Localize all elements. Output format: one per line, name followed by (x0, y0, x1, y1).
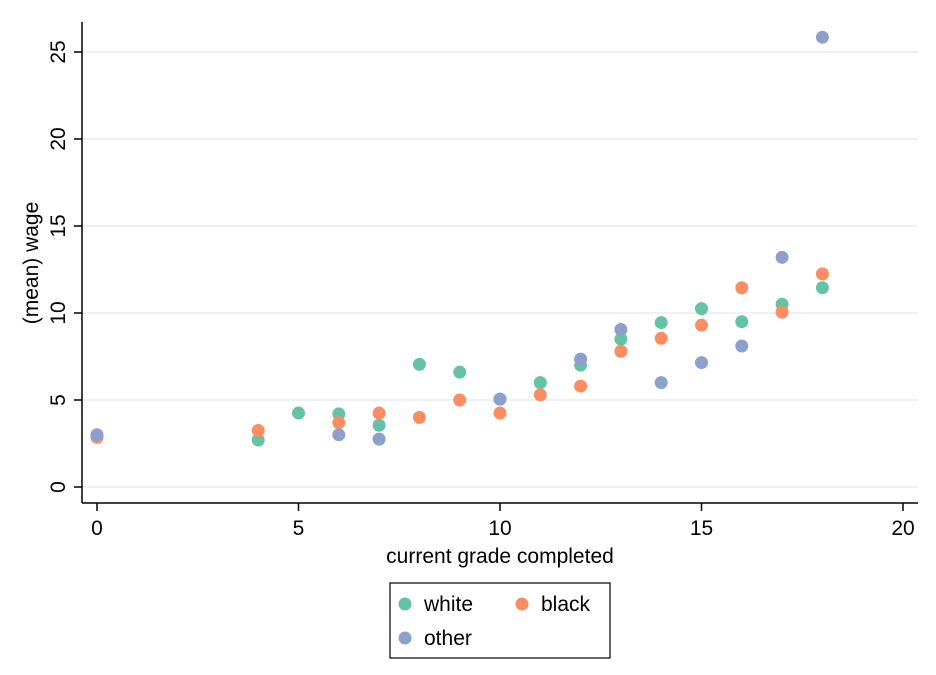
legend-box (389, 582, 611, 659)
x-tick-label: 15 (690, 517, 713, 540)
x-tick-label: 5 (293, 517, 305, 540)
data-point-black (695, 318, 708, 332)
data-point-black (533, 388, 547, 402)
y-axis-title: (mean) wage (20, 202, 43, 325)
data-point-other (695, 356, 708, 370)
y-tick-label: 10 (47, 301, 70, 324)
y-tick-label: 15 (47, 214, 70, 237)
data-point-other (493, 392, 507, 406)
data-point-black (251, 423, 265, 437)
data-point-other (614, 323, 628, 337)
data-point-other (574, 352, 588, 366)
data-point-black (614, 344, 628, 358)
data-point-black (493, 406, 507, 420)
data-point-white (251, 433, 265, 447)
data-point-white (614, 332, 628, 346)
x-tick-label: 20 (891, 517, 914, 540)
data-point-white (372, 418, 386, 432)
legend-label-black: black (541, 593, 591, 616)
data-point-black (735, 281, 749, 295)
legend-label-white: white (423, 593, 473, 616)
y-tick-label: 25 (47, 40, 70, 63)
data-point-black (815, 267, 829, 281)
data-point-white (412, 357, 426, 371)
y-tick-label: 5 (47, 394, 70, 406)
data-point-white (654, 316, 668, 330)
y-tick-label: 0 (47, 481, 70, 493)
data-point-white (815, 281, 829, 295)
x-axis-title: current grade completed (386, 545, 614, 568)
data-point-other (735, 339, 749, 353)
legend-marker-white (398, 597, 412, 611)
data-point-other (775, 250, 789, 264)
data-point-white (695, 302, 708, 316)
legend-label-other: other (424, 627, 472, 650)
legend-items: white black other (398, 593, 591, 650)
data-point-black (372, 406, 386, 420)
data-point-other (90, 428, 104, 442)
data-point-other (372, 432, 386, 446)
legend-marker-other (398, 631, 412, 645)
data-point-black (332, 416, 346, 430)
data-point-black (412, 410, 426, 424)
legend-marker-black (515, 597, 529, 611)
series-black (90, 267, 829, 444)
x-tick-label: 0 (91, 517, 103, 540)
data-point-white (292, 406, 305, 420)
data-point-other (654, 376, 668, 390)
data-point-black (453, 393, 467, 407)
data-point-white (533, 376, 547, 390)
series-other (90, 30, 829, 446)
x-axis-ticks: 0 5 10 15 20 (91, 503, 915, 540)
gridlines (82, 51, 918, 488)
data-point-white (735, 315, 749, 329)
data-point-white (453, 365, 467, 379)
y-tick-label: 20 (47, 127, 70, 150)
data-point-other (332, 428, 346, 442)
data-point-black (654, 331, 668, 345)
y-axis-ticks: 0 5 10 15 20 25 (47, 40, 82, 493)
x-tick-label: 10 (488, 517, 511, 540)
data-point-other (815, 30, 829, 44)
legend: white black other (389, 582, 611, 659)
data-points (90, 30, 829, 447)
data-point-black (574, 379, 588, 393)
data-point-black (775, 305, 789, 319)
